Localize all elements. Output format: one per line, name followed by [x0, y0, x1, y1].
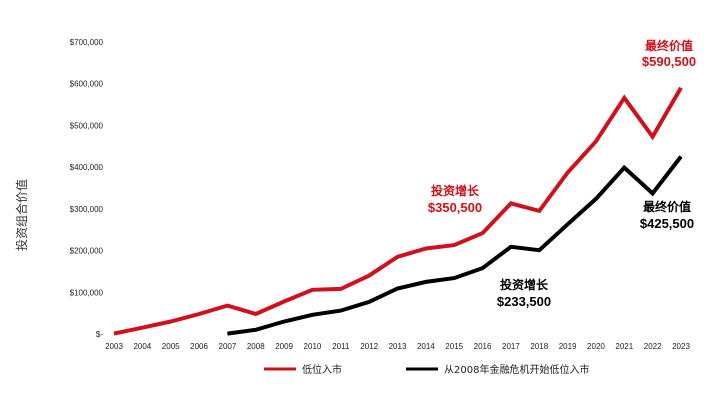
- annotation-label: 最终价值: [643, 199, 691, 214]
- legend-label-series-2: 从2008年金融危机开始低位入市: [444, 363, 589, 376]
- legend: 低位入市 从2008年金融危机开始低位入市: [264, 363, 589, 376]
- annotation-label: 投资增长: [500, 277, 549, 292]
- x-tick-label: 2013: [389, 342, 407, 351]
- annotation-black-growth: 投资增长 $233,500: [497, 277, 551, 309]
- x-tick-label: 2022: [644, 342, 662, 351]
- x-tick-label: 2012: [360, 342, 378, 351]
- annotation-value: $590,500: [642, 54, 696, 69]
- annotation-value: $425,500: [640, 216, 694, 231]
- y-tick-label: $100,000: [70, 288, 104, 297]
- x-tick-label: 2014: [417, 342, 435, 351]
- y-tick-label: $500,000: [70, 121, 104, 130]
- annotation-label: 投资增长: [431, 183, 480, 198]
- x-tick-label: 2020: [587, 342, 605, 351]
- annotation-label: 最终价值: [645, 38, 693, 53]
- x-tick-label: 2015: [445, 342, 463, 351]
- y-tick-label: $300,000: [70, 205, 104, 214]
- x-tick-label: 2016: [474, 342, 492, 351]
- y-tick-label: $-: [96, 330, 103, 339]
- y-tick-label: $600,000: [70, 80, 104, 89]
- x-tick-label: 2003: [105, 342, 123, 351]
- x-tick-label: 2008: [247, 342, 265, 351]
- series-line-1: [113, 86, 683, 336]
- series-lines: [113, 86, 683, 336]
- series-line-2: [227, 155, 683, 336]
- x-tick-label: 2018: [530, 342, 548, 351]
- x-axis-ticks: 2003 2004 2005 2006 2007 2008 2009 2010 2011 2012…: [105, 342, 690, 351]
- y-tick-label: $200,000: [70, 247, 104, 256]
- x-tick-label: 2007: [219, 342, 237, 351]
- annotation-black-final: 最终价值 $425,500: [640, 199, 694, 231]
- x-tick-label: 2023: [672, 342, 690, 351]
- y-tick-label: $700,000: [70, 38, 104, 47]
- x-tick-label: 2004: [133, 342, 151, 351]
- x-tick-label: 2011: [332, 342, 350, 351]
- x-tick-label: 2021: [615, 342, 633, 351]
- x-tick-label: 2017: [502, 342, 520, 351]
- y-axis-label: 投资组合价值: [14, 179, 29, 251]
- x-tick-label: 2009: [275, 342, 293, 351]
- annotation-red-final: 最终价值 $590,500: [642, 38, 696, 69]
- y-tick-label: $400,000: [70, 163, 104, 172]
- annotation-value: $350,500: [428, 200, 482, 215]
- annotation-red-growth: 投资增长 $350,500: [428, 183, 482, 215]
- y-axis-ticks: $- $100,000 $200,000 $300,000 $400,000 $500,0…: [70, 38, 104, 339]
- x-tick-label: 2019: [559, 342, 577, 351]
- x-tick-label: 2010: [304, 342, 322, 351]
- legend-label-series-1: 低位入市: [302, 363, 342, 376]
- x-tick-label: 2006: [190, 342, 208, 351]
- x-tick-label: 2005: [162, 342, 180, 351]
- annotation-value: $233,500: [497, 294, 551, 309]
